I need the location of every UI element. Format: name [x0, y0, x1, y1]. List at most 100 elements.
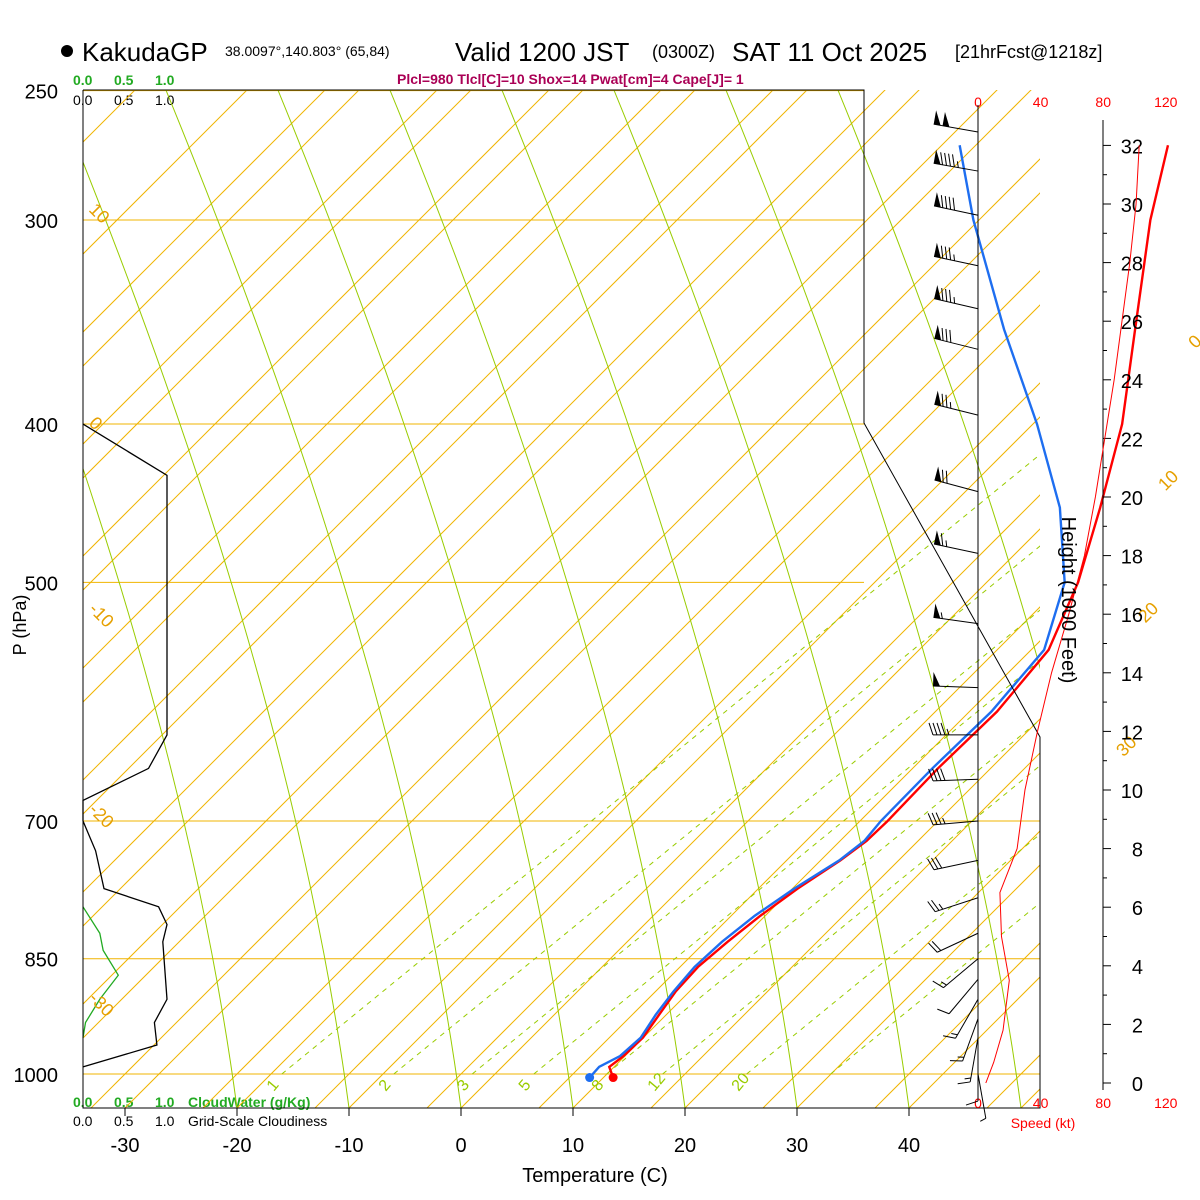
dewpoint-line — [588, 145, 1066, 1079]
wind-barb-half-feather — [940, 612, 943, 619]
wind-barb-half-feather — [942, 817, 946, 825]
height-tick-label: 20 — [1121, 488, 1143, 510]
wind-barb-shaft — [934, 479, 979, 493]
speed-tick-label: 0 — [974, 94, 982, 110]
wind-barb-half-feather — [956, 161, 959, 168]
wind-barb-shaft — [933, 255, 979, 267]
wind-barb — [933, 110, 979, 133]
wind-barb-feather — [932, 980, 944, 989]
wind-barb — [933, 149, 979, 172]
isotherm-line — [202, 270, 1040, 1108]
dry-adiabat-line — [83, 90, 1032, 1039]
wind-barb — [934, 324, 979, 350]
wind-barb-feather — [931, 899, 940, 911]
wind-barb — [933, 672, 979, 689]
moist-adiabat-line — [165, 90, 462, 1108]
plot-frame — [82, 89, 1041, 1109]
sounding-series — [585, 144, 1170, 1083]
wind-barb-feather — [928, 722, 934, 736]
wind-barb — [977, 1073, 987, 1122]
height-tick-label: 30 — [1121, 195, 1143, 217]
wind-barb-shaft — [955, 999, 979, 1039]
isotherm-line — [83, 90, 662, 669]
dry-adiabat-line — [684, 752, 1040, 1108]
wind-barb-feather — [927, 813, 934, 826]
mixing-ratio-line — [746, 833, 1040, 1075]
pressure-tick-label: 300 — [25, 211, 58, 233]
isotherm-label: 10 — [1154, 466, 1182, 494]
moist-adiabat-line — [389, 90, 686, 1108]
utc-label: (0300Z) — [652, 42, 715, 62]
forecast-label: [21hrFcst@1218z] — [955, 42, 1102, 62]
temperature-line — [607, 144, 1170, 1078]
isotherm-line — [83, 90, 550, 557]
cloudiness-line — [82, 423, 168, 1068]
wind-barb-shaft — [948, 978, 979, 1015]
dry-adiabat-line — [572, 640, 1040, 1108]
temperature-tick-label: 30 — [786, 1135, 808, 1157]
wind-barb-pennant — [933, 149, 941, 165]
wind-barb-feather — [932, 722, 938, 736]
wind-barb-shaft — [943, 958, 979, 989]
wind-barb-feather — [948, 247, 952, 261]
height-axis-title: Height (1000 Feet) — [1057, 517, 1079, 684]
dry-adiabat-line — [83, 90, 360, 367]
wind-barb-pennant — [934, 285, 941, 301]
speed-tick-label: 40 — [1033, 1095, 1049, 1111]
wind-barb-pennant — [934, 466, 942, 482]
height-tick-label: 2 — [1132, 1015, 1143, 1037]
date-label: SAT 11 Oct 2025 — [732, 37, 927, 67]
wind-barb — [937, 978, 979, 1015]
wind-barb-feather — [940, 722, 946, 736]
wind-barb-feather — [928, 768, 934, 782]
height-tick-label: 24 — [1121, 371, 1143, 393]
cloudiness-tick: 0.5 — [114, 1113, 134, 1129]
dry-adiabat-line — [83, 90, 248, 255]
pressure-tick-label: 1000 — [14, 1065, 59, 1087]
wind-barb-pennant — [933, 242, 941, 258]
wind-barb — [927, 897, 979, 913]
mixing-ratio-label: 1 — [264, 1077, 283, 1095]
wind-barb-feather — [945, 288, 948, 302]
wind-barb-pennant — [933, 603, 941, 619]
wind-barb-shaft — [937, 932, 979, 953]
height-tick-label: 10 — [1121, 781, 1143, 803]
temperature-tick-label: 20 — [674, 1135, 696, 1157]
wind-barb-shaft — [933, 543, 979, 554]
mixing-ratio-line — [281, 453, 1040, 1075]
station-name: KakudaGP — [82, 37, 208, 67]
wind-barb-shaft — [933, 162, 979, 172]
cloudwater-tick: 0.5 — [114, 1094, 134, 1110]
wind-barb-feather — [927, 901, 936, 912]
station-marker-icon — [61, 45, 73, 57]
dry-adiabat-line — [796, 864, 1040, 1108]
wind-barb-shaft — [934, 403, 979, 416]
cloudwater-tick: 0.0 — [73, 72, 93, 88]
isotherm-line — [83, 90, 998, 1005]
wind-barb-shaft — [934, 337, 979, 350]
wind-barb-pennant — [933, 672, 941, 687]
wind-panel — [927, 105, 1140, 1122]
pressure-tick-label: 250 — [25, 82, 58, 104]
wind-barb-shaft — [934, 298, 979, 310]
x-axis-title: Temperature (C) — [522, 1165, 668, 1187]
cloud-legend-bottom: 0.0 0.5 1.0 CloudWater (g/Kg) 0.0 0.5 1.… — [73, 1094, 327, 1129]
wind-barb-feather — [952, 154, 955, 167]
pressure-tick-label: 400 — [25, 415, 58, 437]
station-coords: 38.0097°,140.803° (65,84) — [225, 43, 390, 59]
speed-tick-label: 40 — [1033, 94, 1049, 110]
wind-barb — [932, 958, 979, 989]
wind-barb-feather — [935, 812, 942, 825]
height-tick-label: 0 — [1132, 1074, 1143, 1096]
wind-barb-feather — [932, 768, 938, 781]
wind-barb-feather — [941, 327, 944, 341]
wind-barb-pennant — [934, 390, 942, 406]
wind-barb-feather — [931, 857, 939, 870]
wind-barb-half-feather — [938, 903, 944, 910]
speed-axis-title: Speed (kt) — [1011, 1115, 1076, 1131]
wind-barb-shaft — [977, 1073, 987, 1119]
wind-barb — [957, 1037, 979, 1085]
dry-adiabat-line — [83, 90, 136, 143]
wind-barb — [933, 603, 979, 625]
